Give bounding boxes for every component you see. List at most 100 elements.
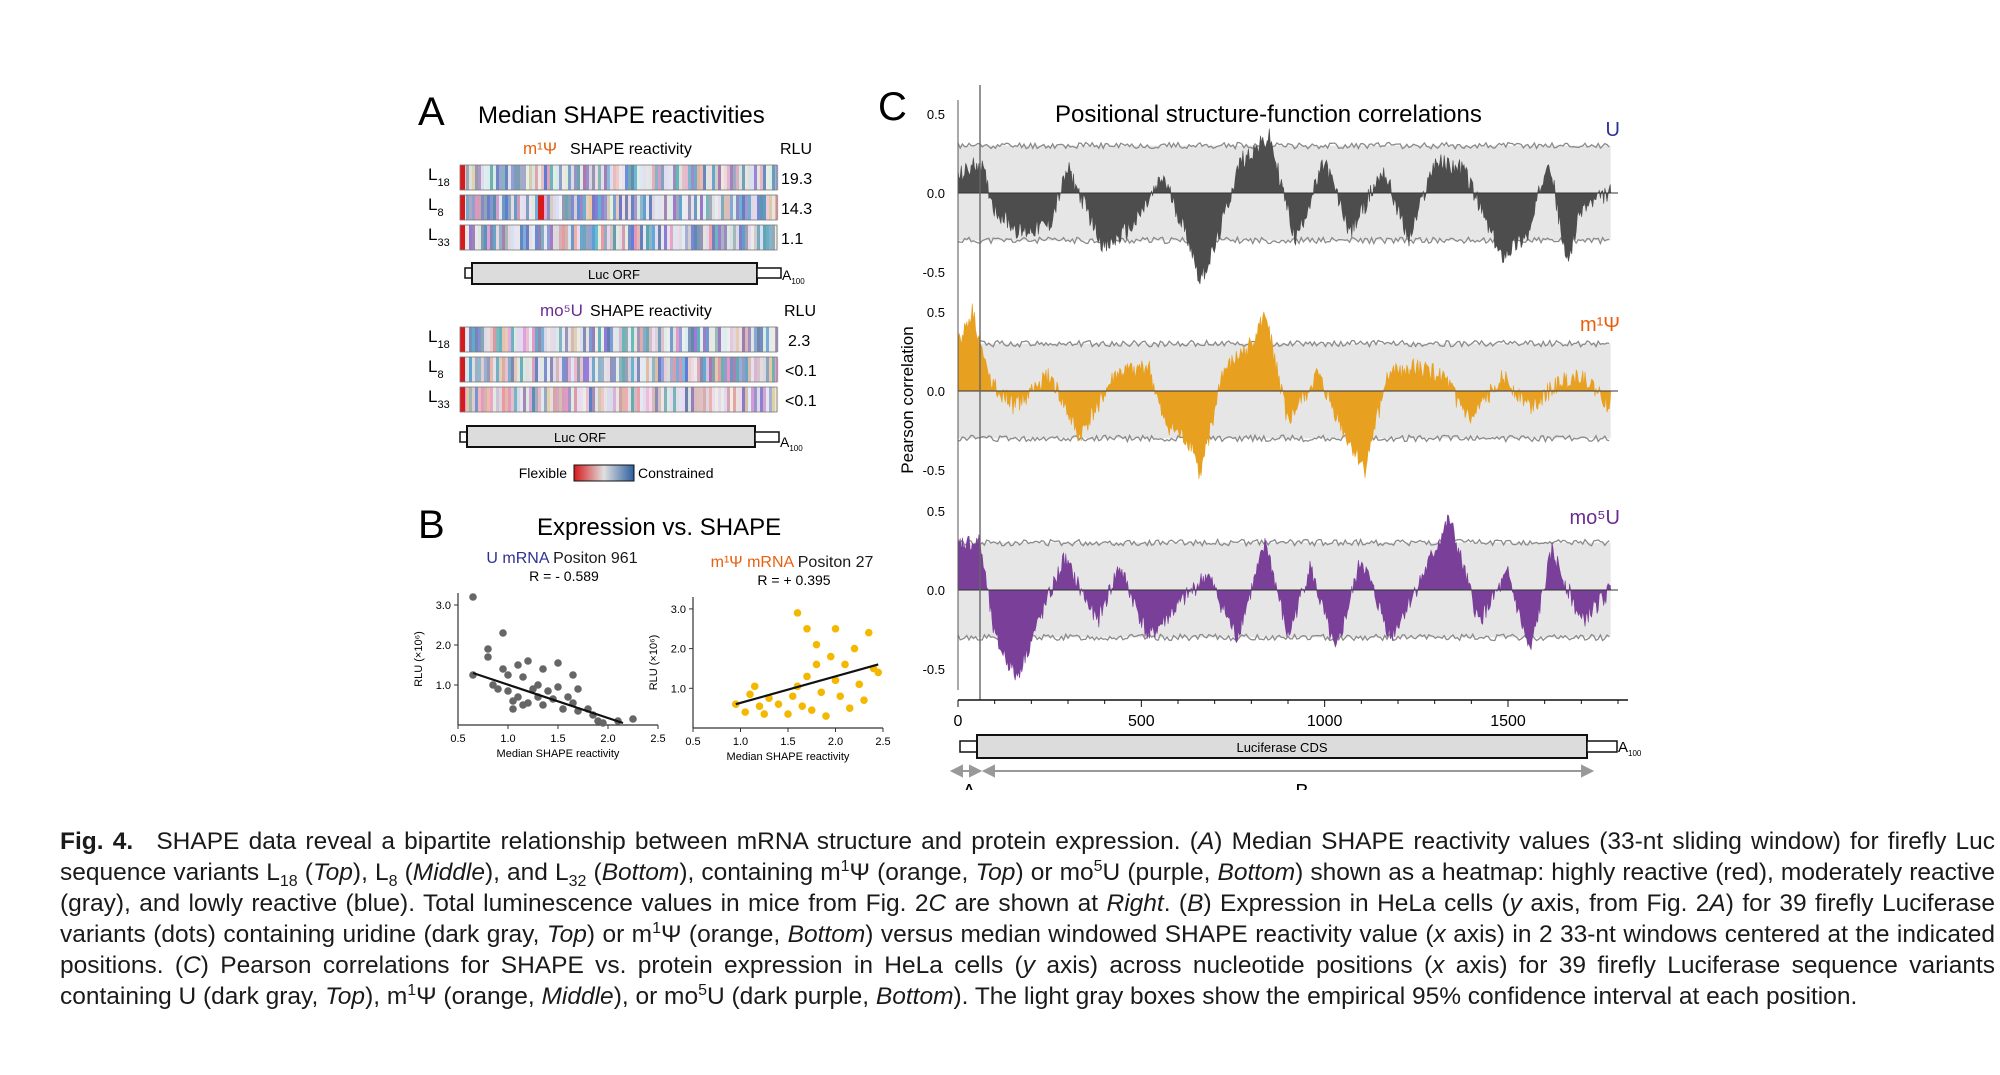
heatmap-cell — [763, 327, 767, 352]
heatmap-cell — [493, 165, 497, 190]
heatmap-cell — [625, 165, 629, 190]
caption-segment: axis, from Fig. 2 — [1521, 890, 1710, 917]
heatmap-cell — [646, 195, 650, 220]
heatmap-cell — [682, 387, 686, 412]
heatmap-cell — [760, 357, 764, 382]
heatmap-cell — [646, 387, 650, 412]
heatmap-cell — [655, 165, 659, 190]
heatmap-cell — [595, 165, 599, 190]
heatmap-cell — [691, 357, 695, 382]
heatmap-cell — [550, 225, 554, 250]
heatmap-cell — [544, 387, 548, 412]
heatmap-cell — [643, 357, 647, 382]
heatmap-cell — [517, 387, 521, 412]
heatmap-cell — [601, 165, 605, 190]
scatter-point — [807, 706, 816, 714]
heatmap-cell — [664, 327, 668, 352]
heatmap-cell — [658, 195, 662, 220]
y-tick-label: 0.5 — [927, 107, 945, 122]
heatmap-cell — [580, 357, 584, 382]
heatmap-cell — [535, 195, 539, 220]
polya-tail-box — [1586, 740, 1618, 753]
y-tick-label: 2.0 — [436, 640, 451, 652]
luc-orf-label: Luc ORF — [588, 267, 640, 282]
caption-segment: ) shown as a heatmap: highly reactive (r… — [60, 859, 1995, 917]
heatmap-cell — [523, 165, 527, 190]
heatmap-cell — [769, 357, 773, 382]
heatmap-cell — [466, 387, 470, 412]
heatmap-cell — [667, 165, 671, 190]
heatmap-cell — [559, 195, 563, 220]
heatmap-cell — [751, 225, 755, 250]
heatmap-cell — [484, 225, 488, 250]
heatmap-cell — [706, 195, 710, 220]
panel-c: C Positional structure-function correlat… — [878, 85, 1642, 790]
caption-segment: ), and L — [484, 859, 569, 886]
heatmap-cell — [637, 165, 641, 190]
heatmap-cell — [610, 225, 614, 250]
heatmap-cell — [703, 165, 707, 190]
heatmap-cell — [676, 357, 680, 382]
heatmap-cell — [652, 165, 656, 190]
heatmap-cell — [712, 165, 716, 190]
heatmap-cell — [568, 225, 572, 250]
heatmap-cell — [604, 165, 608, 190]
heatmap-cell — [769, 387, 773, 412]
y-tick-label: -0.5 — [923, 463, 945, 478]
scatter-point — [499, 665, 507, 673]
caption-segment: ), or mo — [613, 983, 699, 1010]
heatmap-cell — [544, 165, 548, 190]
block-modification-label: m¹Ψ — [523, 139, 557, 158]
heatmap-cell — [574, 357, 578, 382]
x-tick-label: 1.5 — [550, 733, 565, 745]
heatmap-cell — [559, 165, 563, 190]
block-modification-label: mo⁵U — [540, 301, 583, 320]
scatter-point — [798, 702, 807, 710]
heatmap-cell — [598, 327, 602, 352]
heatmap-cell — [682, 195, 686, 220]
heatmap-cell — [508, 165, 512, 190]
heatmap-cell — [514, 357, 518, 382]
heatmap-cell — [733, 327, 737, 352]
heatmap-cell — [562, 327, 566, 352]
caption-segment: Ψ (orange, — [661, 921, 788, 948]
heatmap-cell — [628, 165, 632, 190]
heatmap-cell — [676, 165, 680, 190]
heatmap-cell — [577, 327, 581, 352]
heatmap-cell — [571, 387, 575, 412]
figure-canvas: A Median SHAPE reactivities m¹Ψ SHAPE re… — [413, 85, 1642, 790]
heatmap-cell — [562, 387, 566, 412]
polya-label: A100 — [782, 267, 805, 286]
heatmap-cell — [634, 357, 638, 382]
y-axis-label: RLU (×10⁶) — [413, 631, 425, 687]
scatter-point — [822, 712, 830, 720]
block-heading: SHAPE reactivity — [590, 303, 712, 320]
heatmap-row-border — [459, 356, 778, 383]
legend-flexible-label: Flexible — [519, 465, 567, 481]
panel-b-letter: B — [418, 503, 445, 547]
heatmap-cell — [547, 195, 551, 220]
heatmap-cell — [736, 165, 740, 190]
heatmap-cell — [571, 165, 575, 190]
caption-segment: 1 — [407, 981, 417, 999]
heatmap-cell — [496, 165, 500, 190]
rlu-value-l8: <0.1 — [785, 363, 817, 380]
heatmap-cell — [661, 327, 665, 352]
heatmap-cell — [649, 225, 653, 250]
heatmap-cell — [526, 195, 530, 220]
heatmap-cell — [700, 387, 704, 412]
heatmap-cell — [775, 357, 779, 382]
caption-segment: Bottom — [787, 921, 866, 948]
heatmap-cell — [736, 195, 740, 220]
heatmap-cell — [553, 387, 557, 412]
heatmap-cell — [628, 357, 632, 382]
heatmap-cell — [775, 165, 779, 190]
x-tick-label: 0.5 — [450, 733, 465, 745]
heatmap-cell — [736, 225, 740, 250]
heatmap-cell — [598, 165, 602, 190]
heatmap-cell — [580, 327, 584, 352]
caption-segment: Ψ (orange, — [416, 983, 542, 1010]
heatmap-cell — [574, 387, 578, 412]
heatmap-cell — [628, 327, 632, 352]
panel-a-title: Median SHAPE reactivities — [478, 102, 765, 129]
